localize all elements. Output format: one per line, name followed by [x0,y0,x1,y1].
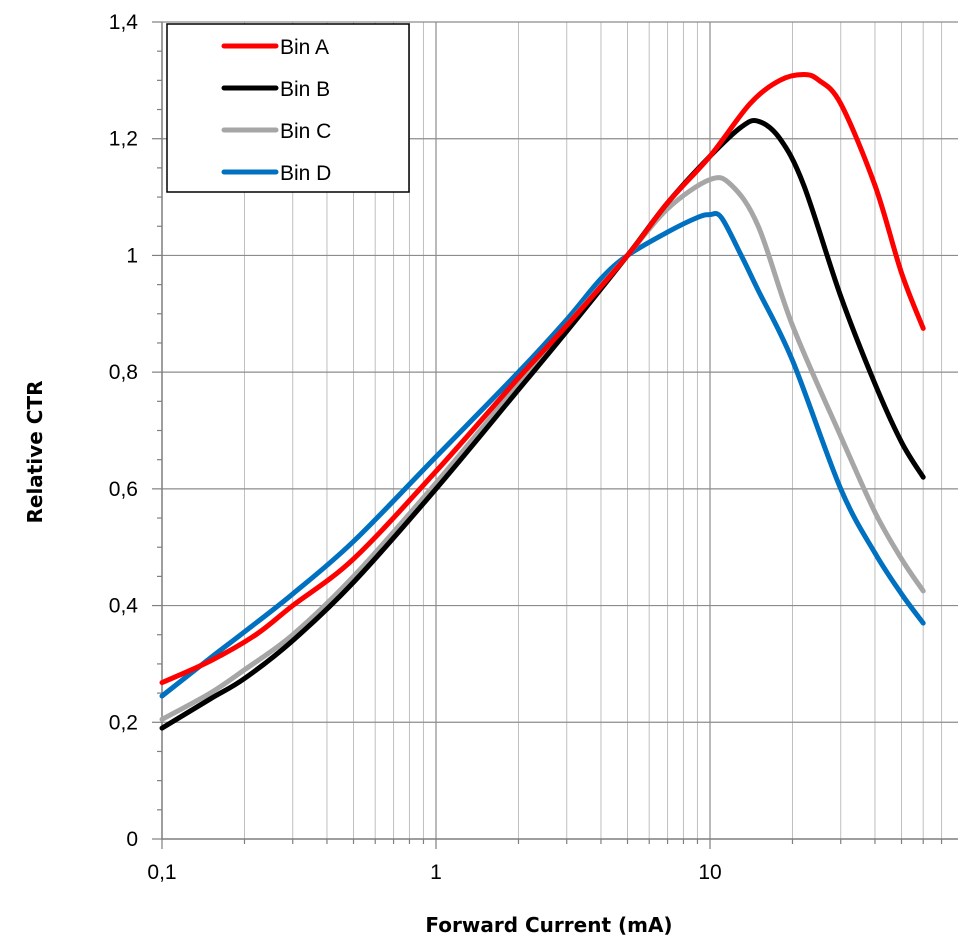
series-line-bin-b [159,117,926,731]
tick-labels: 0 0,2 0,4 0,6 0,8 1 1,2 1,4 0,1 1 10 [109,11,722,884]
y-tick-label: 1 [126,244,138,267]
series-line-bin-d [159,210,926,699]
y-tick-label: 0 [126,828,138,851]
x-axis-title: Forward Current (mA) [425,913,672,937]
y-tick-label: 0,2 [109,711,138,734]
x-tick-label: 0,1 [147,861,176,884]
legend-label-bin-d: Bin D [280,162,331,185]
legend: Bin A Bin B Bin C Bin D [166,23,410,193]
legend-box [166,23,410,193]
y-tick-label: 1,4 [109,11,139,34]
y-tick-label: 0,8 [109,361,138,384]
data-series [159,72,926,731]
legend-label-bin-c: Bin C [280,120,331,143]
x-tick-label: 10 [698,861,721,884]
y-tick-label: 0,4 [109,595,139,618]
axes [152,21,958,849]
y-tick-label: 1,2 [109,128,138,151]
legend-label-bin-a: Bin A [280,36,329,59]
series-line-bin-c [159,175,926,722]
y-axis-title: Relative CTR [23,380,47,523]
x-tick-label: 1 [430,861,442,884]
series-line-bin-a [159,72,926,686]
y-tick-label: 0,6 [109,478,138,501]
legend-label-bin-b: Bin B [280,78,330,101]
